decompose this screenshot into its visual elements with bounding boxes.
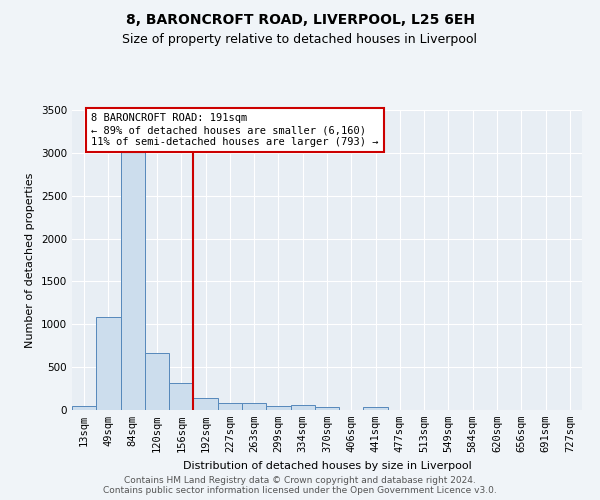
Y-axis label: Number of detached properties: Number of detached properties [25, 172, 35, 348]
Text: Contains HM Land Registry data © Crown copyright and database right 2024.
Contai: Contains HM Land Registry data © Crown c… [103, 476, 497, 495]
Bar [290, 406, 315, 410]
Text: 8, BARONCROFT ROAD, LIVERPOOL, L25 6EH: 8, BARONCROFT ROAD, LIVERPOOL, L25 6EH [125, 12, 475, 26]
Bar [266, 406, 290, 410]
Bar [242, 403, 266, 410]
Bar [72, 406, 96, 410]
Bar [364, 408, 388, 410]
Text: Size of property relative to detached houses in Liverpool: Size of property relative to detached ho… [122, 32, 478, 46]
Bar [169, 384, 193, 410]
Text: 8 BARONCROFT ROAD: 191sqm
← 89% of detached houses are smaller (6,160)
11% of se: 8 BARONCROFT ROAD: 191sqm ← 89% of detac… [91, 114, 379, 146]
Bar [145, 354, 169, 410]
X-axis label: Distribution of detached houses by size in Liverpool: Distribution of detached houses by size … [182, 460, 472, 470]
Bar [193, 398, 218, 410]
Bar [218, 402, 242, 410]
Bar [121, 148, 145, 410]
Bar [96, 318, 121, 410]
Bar [315, 408, 339, 410]
